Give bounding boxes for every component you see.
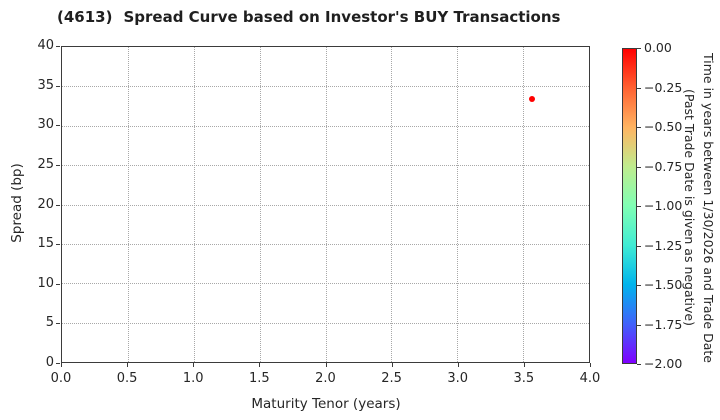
colorbar-tick-mark: [637, 206, 641, 207]
y-gridline: [62, 283, 589, 285]
x-tick-mark: [325, 363, 327, 367]
colorbar-tick-mark: [637, 48, 641, 49]
x-tick-mark: [391, 363, 393, 367]
colorbar-tick-mark: [637, 324, 641, 326]
colorbar-tick-label: −1.00: [644, 198, 683, 213]
y-tick-mark: [56, 283, 60, 285]
colorbar-tick-mark: [637, 364, 641, 365]
colorbar-tick-mark: [637, 127, 641, 128]
x-tick-label: 0.5: [116, 371, 138, 386]
colorbar-gradient: [622, 48, 637, 364]
colorbar-tick-label: −2.00: [644, 356, 683, 371]
y-tick-mark: [56, 204, 60, 206]
y-tick-label: 35: [37, 77, 54, 93]
colorbar-tick-label: −1.25: [644, 237, 683, 253]
y-tick-mark: [56, 46, 60, 47]
colorbar-tick-label: 0.00: [644, 40, 672, 55]
y-gridline: [62, 86, 589, 88]
x-tick-label: 1.0: [182, 371, 204, 386]
y-tick-label: 40: [37, 38, 54, 53]
x-tick-label: 4.0: [579, 371, 601, 386]
colorbar-tick-mark: [637, 87, 641, 89]
y-tick-label: 15: [37, 236, 54, 252]
x-tick-mark: [61, 363, 62, 367]
x-tick-mark: [193, 363, 195, 367]
x-tick-label: 3.0: [447, 371, 469, 386]
x-tick-label: 2.5: [381, 371, 402, 386]
colorbar-tick-label: −0.75: [644, 158, 683, 174]
colorbar-tick-label: −0.25: [644, 79, 683, 95]
x-tick-label: 3.5: [513, 371, 535, 386]
x-tick-label: 0.0: [50, 371, 72, 386]
x-tick-mark: [127, 363, 129, 367]
chart-title-text: Spread Curve based on Investor's BUY Tra…: [123, 8, 561, 26]
colorbar-label-line2: (Past Trade Date is given as negative): [682, 89, 697, 326]
colorbar-axis-label: Time in years between 1/30/2026 and Trad…: [680, 40, 718, 375]
chart-title: (4613) Spread Curve based on Investor's …: [57, 8, 560, 26]
colorbar-tick-label: −1.75: [644, 316, 683, 332]
colorbar-label-line1: Time in years between 1/30/2026 and Trad…: [701, 52, 716, 363]
y-tick-label: 20: [37, 196, 54, 212]
y-gridline: [62, 243, 589, 245]
y-tick-mark: [56, 244, 60, 246]
x-axis-label: Maturity Tenor (years): [251, 396, 401, 412]
y-tick-mark: [56, 125, 60, 127]
y-gridline: [62, 322, 589, 324]
colorbar-tick-label: −1.50: [644, 277, 683, 292]
colorbar-tick-mark: [637, 245, 641, 247]
y-tick-mark: [56, 363, 60, 364]
y-tick-label: 5: [45, 315, 54, 331]
ticker-code: (4613): [57, 8, 113, 26]
y-gridline: [62, 125, 589, 127]
y-tick-label: 10: [37, 275, 54, 291]
data-point: [528, 96, 535, 103]
x-tick-mark: [590, 363, 591, 367]
y-tick-label: 25: [37, 156, 54, 172]
plot-area: [61, 46, 590, 363]
colorbar-tick-label: −0.50: [644, 119, 683, 134]
y-tick-label: 0: [45, 355, 54, 370]
x-tick-label: 2.0: [315, 371, 336, 386]
colorbar-tick-mark: [637, 285, 641, 286]
x-tick-mark: [523, 363, 525, 367]
y-gridline: [62, 204, 589, 206]
x-tick-label: 1.5: [249, 371, 270, 386]
x-tick-mark: [457, 363, 459, 367]
y-tick-mark: [56, 323, 60, 325]
y-gridline: [62, 165, 589, 167]
y-tick-mark: [56, 164, 60, 166]
y-tick-label: 30: [37, 117, 54, 133]
y-tick-mark: [56, 85, 60, 87]
x-tick-mark: [259, 363, 261, 367]
colorbar-tick-mark: [637, 166, 641, 168]
